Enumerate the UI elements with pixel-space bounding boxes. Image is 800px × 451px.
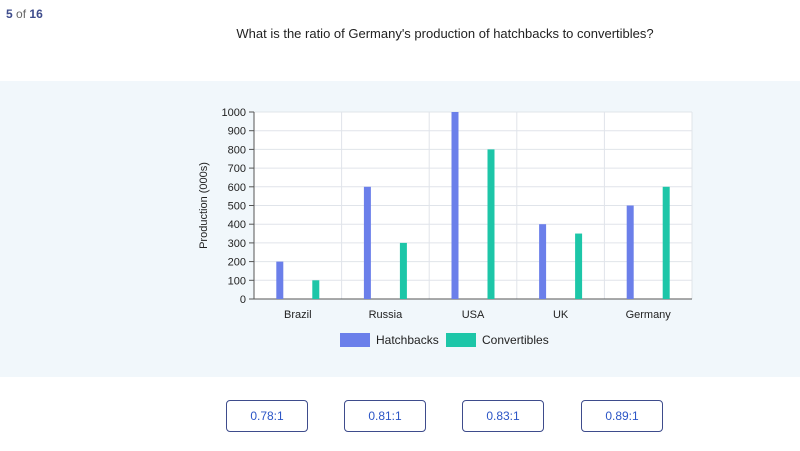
answer-option-a[interactable]: 0.78:1 bbox=[226, 400, 308, 432]
y-tick-label: 600 bbox=[228, 182, 246, 194]
y-tick-label: 800 bbox=[228, 144, 246, 156]
chart-panel: 0 100 200 300 400 500 600 700 800 900 1000 Brazil Ru… bbox=[0, 81, 800, 377]
bar-convertibles-brazil bbox=[312, 280, 320, 299]
bar-chart: 0 100 200 300 400 500 600 700 800 900 1000 Brazil Ru… bbox=[198, 107, 693, 321]
legend-label-convertibles: Convertibles bbox=[482, 333, 549, 347]
y-tick-label: 900 bbox=[228, 126, 246, 138]
x-tick-label: USA bbox=[462, 309, 485, 321]
question-progress: 5 of 16 bbox=[6, 7, 43, 21]
bar-convertibles-uk bbox=[575, 233, 583, 299]
y-tick-label: 700 bbox=[228, 163, 246, 175]
legend-label-hatchbacks: Hatchbacks bbox=[376, 333, 439, 347]
bar-hatchbacks-brazil bbox=[276, 261, 284, 299]
answer-option-c[interactable]: 0.83:1 bbox=[462, 400, 544, 432]
bar-convertibles-germany bbox=[662, 186, 670, 299]
bar-convertibles-usa bbox=[487, 149, 495, 299]
bar-hatchbacks-usa bbox=[451, 112, 459, 299]
y-tick-label: 300 bbox=[228, 238, 246, 250]
y-tick-label: 500 bbox=[228, 201, 246, 213]
x-tick-label: Russia bbox=[369, 309, 404, 321]
y-axis-label: Production (000s) bbox=[198, 162, 210, 249]
legend-swatch-hatchbacks bbox=[340, 333, 370, 347]
answer-option-b[interactable]: 0.81:1 bbox=[344, 400, 426, 432]
progress-of: of bbox=[16, 7, 27, 21]
bar-hatchbacks-russia bbox=[363, 186, 371, 299]
y-tick-label: 1000 bbox=[222, 107, 246, 119]
bar-hatchbacks-germany bbox=[626, 205, 634, 299]
answer-option-d[interactable]: 0.89:1 bbox=[581, 400, 663, 432]
progress-current: 5 bbox=[6, 7, 13, 21]
x-tick-label: UK bbox=[553, 309, 569, 321]
y-tick-label: 100 bbox=[228, 275, 246, 287]
question-text: What is the ratio of Germany's productio… bbox=[236, 26, 654, 41]
y-tick-label: 400 bbox=[228, 219, 246, 231]
x-tick-label: Germany bbox=[626, 309, 672, 321]
x-tick-label: Brazil bbox=[284, 309, 312, 321]
progress-total: 16 bbox=[29, 7, 43, 21]
bar-convertibles-russia bbox=[399, 242, 407, 299]
legend-swatch-convertibles bbox=[446, 333, 476, 347]
y-tick-label: 0 bbox=[240, 294, 246, 306]
bar-hatchbacks-uk bbox=[539, 224, 547, 299]
answer-options: 0.78:1 0.81:1 0.83:1 0.89:1 bbox=[0, 400, 800, 434]
y-tick-label: 200 bbox=[228, 257, 246, 269]
